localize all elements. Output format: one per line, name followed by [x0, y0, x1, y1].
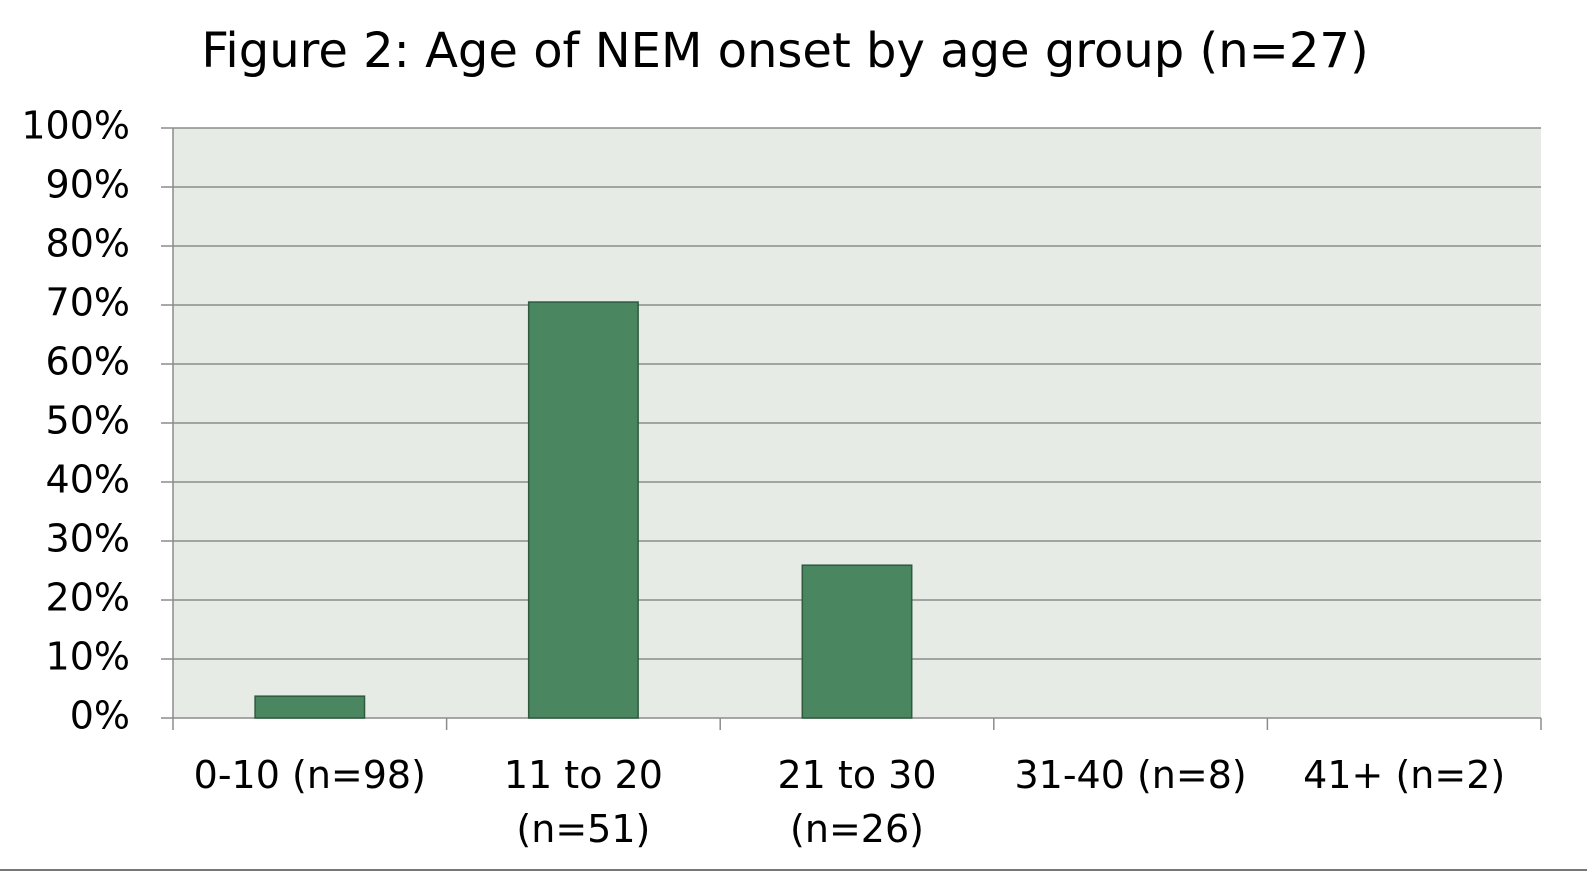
y-tick-label: 100%	[21, 104, 130, 148]
x-tick-label: 31-40 (n=8)	[1014, 753, 1247, 797]
y-tick-label: 20%	[46, 576, 130, 620]
y-tick-label: 90%	[46, 163, 130, 207]
bar	[527, 301, 639, 719]
y-tick-label: 40%	[46, 458, 130, 502]
y-tick-label: 80%	[46, 222, 130, 266]
chart-title: Figure 2: Age of NEM onset by age group …	[201, 23, 1368, 79]
y-tick-label: 50%	[46, 399, 130, 443]
y-tick-label: 10%	[46, 635, 130, 679]
x-tick-label: 21 to 30 (n=26)	[777, 753, 937, 851]
bar	[254, 695, 366, 719]
y-tick-label: 0%	[70, 694, 130, 738]
y-tick-label: 70%	[46, 281, 130, 325]
x-tick-label: 11 to 20 (n=51)	[503, 753, 663, 851]
x-tick-label: 41+ (n=2)	[1303, 753, 1506, 797]
y-tick-label: 30%	[46, 517, 130, 561]
bar	[801, 564, 913, 719]
x-tick-label: 0-10 (n=98)	[193, 753, 426, 797]
y-tick-label: 60%	[46, 340, 130, 384]
